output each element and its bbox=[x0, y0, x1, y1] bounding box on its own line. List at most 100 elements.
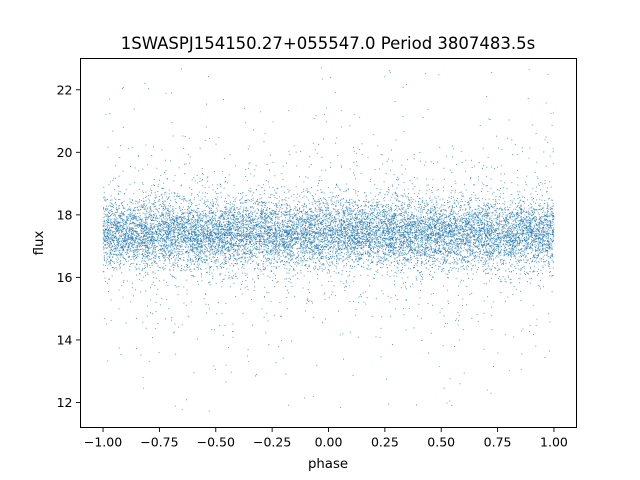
data-point bbox=[164, 246, 166, 248]
data-point bbox=[245, 206, 247, 208]
data-point bbox=[270, 249, 272, 251]
data-point bbox=[466, 241, 468, 243]
data-point bbox=[514, 237, 516, 239]
data-point bbox=[282, 245, 284, 247]
data-point bbox=[412, 241, 413, 243]
data-point bbox=[167, 237, 169, 239]
data-point bbox=[552, 215, 554, 217]
data-point bbox=[248, 163, 250, 165]
data-point bbox=[253, 221, 255, 223]
data-point bbox=[148, 249, 150, 251]
data-point bbox=[384, 253, 386, 255]
data-point bbox=[408, 308, 410, 309]
data-point bbox=[546, 243, 548, 245]
data-point bbox=[164, 193, 166, 195]
data-point bbox=[434, 209, 436, 211]
data-point bbox=[197, 261, 199, 263]
data-point bbox=[346, 246, 348, 248]
data-point bbox=[309, 241, 311, 243]
data-point bbox=[306, 220, 308, 221]
data-point bbox=[307, 214, 309, 216]
data-point bbox=[257, 235, 259, 237]
data-point bbox=[122, 170, 124, 172]
data-point bbox=[290, 279, 292, 281]
data-point bbox=[371, 199, 373, 201]
data-point bbox=[250, 224, 252, 226]
data-point bbox=[188, 229, 190, 231]
data-point bbox=[254, 203, 256, 205]
data-point bbox=[430, 222, 431, 224]
data-point bbox=[353, 205, 355, 207]
data-point bbox=[547, 236, 549, 238]
data-point bbox=[325, 235, 327, 237]
data-point bbox=[360, 206, 362, 207]
data-point bbox=[258, 249, 260, 251]
data-point bbox=[442, 223, 444, 225]
data-point bbox=[521, 233, 523, 235]
data-point bbox=[255, 234, 256, 236]
data-point bbox=[319, 267, 321, 269]
data-point bbox=[159, 228, 161, 230]
data-point bbox=[479, 124, 481, 126]
data-point bbox=[201, 185, 203, 187]
data-point bbox=[268, 225, 270, 227]
data-point bbox=[263, 241, 265, 243]
data-point bbox=[346, 243, 348, 244]
data-point bbox=[165, 244, 167, 245]
data-point bbox=[157, 210, 159, 212]
data-point bbox=[502, 192, 504, 194]
data-point bbox=[242, 191, 244, 193]
data-point bbox=[441, 234, 443, 236]
data-point bbox=[125, 224, 127, 226]
data-point bbox=[364, 222, 366, 224]
data-point bbox=[477, 217, 479, 219]
data-point bbox=[352, 216, 354, 218]
data-point bbox=[144, 257, 146, 259]
data-point bbox=[519, 205, 521, 207]
data-point bbox=[475, 230, 477, 231]
data-point bbox=[404, 230, 405, 232]
data-point bbox=[319, 207, 321, 209]
data-point bbox=[225, 242, 227, 244]
data-point bbox=[369, 256, 371, 257]
data-point bbox=[410, 229, 412, 230]
data-point bbox=[388, 208, 390, 210]
data-point bbox=[410, 247, 412, 249]
data-point bbox=[292, 247, 294, 249]
data-point bbox=[435, 251, 437, 253]
data-point bbox=[260, 231, 262, 233]
data-point bbox=[371, 239, 373, 241]
data-point bbox=[546, 227, 548, 229]
data-point bbox=[444, 259, 445, 261]
data-point bbox=[432, 233, 434, 234]
data-point bbox=[194, 180, 196, 182]
data-point bbox=[514, 219, 516, 221]
data-point bbox=[373, 205, 375, 207]
data-point bbox=[347, 218, 349, 219]
data-point bbox=[207, 245, 209, 247]
data-point bbox=[359, 213, 361, 215]
data-point bbox=[129, 214, 131, 216]
data-point bbox=[473, 255, 475, 257]
data-point bbox=[434, 221, 436, 222]
data-point bbox=[281, 223, 283, 225]
data-point bbox=[523, 250, 524, 252]
data-point bbox=[548, 233, 550, 235]
data-point bbox=[496, 218, 498, 220]
data-point bbox=[264, 286, 266, 288]
data-point bbox=[292, 225, 294, 227]
data-point bbox=[155, 194, 157, 196]
data-point bbox=[513, 214, 515, 216]
data-point bbox=[162, 187, 164, 189]
data-point bbox=[117, 257, 119, 259]
data-point bbox=[384, 222, 386, 224]
data-point bbox=[302, 222, 304, 224]
data-point bbox=[207, 215, 209, 217]
data-point bbox=[165, 258, 167, 260]
data-point bbox=[270, 301, 272, 303]
data-point bbox=[311, 227, 313, 229]
data-point bbox=[237, 254, 239, 256]
data-point bbox=[378, 209, 380, 211]
data-point bbox=[461, 205, 463, 207]
data-point bbox=[184, 237, 186, 239]
